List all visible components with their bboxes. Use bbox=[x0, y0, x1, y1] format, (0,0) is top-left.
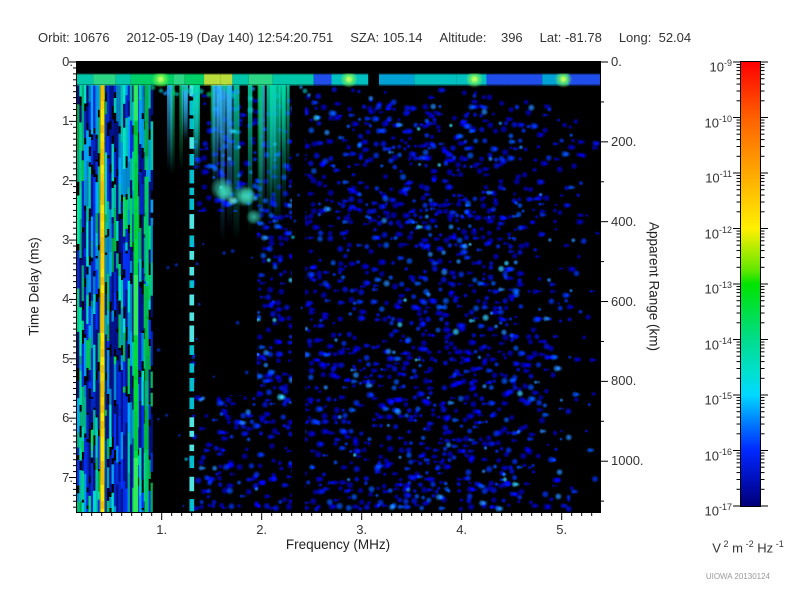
left-tick-label: 1. bbox=[62, 113, 73, 129]
left-tick-label: 0. bbox=[62, 54, 73, 69]
colorbar bbox=[741, 62, 760, 506]
x-tick-label: 5. bbox=[556, 522, 568, 537]
colorbar-tick-label: 10-17 bbox=[704, 502, 732, 519]
header-item: 2012-05-19 (Day 140) 12:54:20.751 bbox=[126, 30, 334, 45]
right-tick-label: 600. bbox=[611, 293, 637, 309]
colorbar-tick-label: 10-15 bbox=[704, 391, 732, 408]
x-tick-label: 1. bbox=[156, 522, 168, 537]
colorbar-tick-label: 10-12 bbox=[704, 224, 732, 241]
header-item: Long: 52.04 bbox=[618, 30, 692, 45]
colorbar-unit-label: V 2 m -2 Hz -1 bbox=[712, 539, 784, 556]
header-item: Lat: -81.78 bbox=[539, 30, 602, 45]
left-tick-label: 7. bbox=[62, 469, 73, 485]
x-axis-label: Frequency (MHz) bbox=[285, 537, 391, 552]
left-tick-label: 3. bbox=[62, 232, 73, 248]
left-tick-label: 4. bbox=[62, 291, 73, 307]
left-tick-label: 2. bbox=[62, 172, 73, 188]
branding-text: UIOWA 20130124 bbox=[705, 572, 770, 581]
left-tick-label: 6. bbox=[62, 410, 73, 426]
colorbar-tick-label: 10-11 bbox=[705, 169, 732, 186]
header-item: Altitude: 396 bbox=[439, 30, 523, 45]
colorbar-tick-label: 10-13 bbox=[704, 280, 732, 297]
y-axis-right-label: Apparent Range (km) bbox=[646, 221, 662, 352]
right-tick-label: 1000. bbox=[611, 453, 644, 469]
x-tick-label: 4. bbox=[456, 522, 468, 537]
header-item: Orbit: 10676 bbox=[38, 30, 110, 45]
right-tick-label: 800. bbox=[611, 373, 637, 389]
header-item: SZA: 105.14 bbox=[350, 30, 423, 45]
spectrogram-canvas bbox=[77, 62, 600, 512]
right-tick-label: 0. bbox=[611, 54, 622, 69]
colorbar-tick-label: 10-14 bbox=[704, 335, 732, 352]
colorbar-tick-label: 10-9 bbox=[709, 58, 732, 75]
header-info: Orbit: 10676 2012-05-19 (Day 140) 12:54:2… bbox=[38, 30, 691, 45]
right-tick-label: 400. bbox=[611, 213, 637, 229]
colorbar-tick-label: 10-16 bbox=[704, 446, 732, 463]
x-tick-label: 3. bbox=[356, 522, 368, 537]
colorbar-tick-label: 10-10 bbox=[704, 113, 732, 130]
left-tick-label: 5. bbox=[62, 350, 73, 366]
right-tick-label: 200. bbox=[611, 133, 637, 149]
x-tick-label: 2. bbox=[256, 522, 268, 537]
